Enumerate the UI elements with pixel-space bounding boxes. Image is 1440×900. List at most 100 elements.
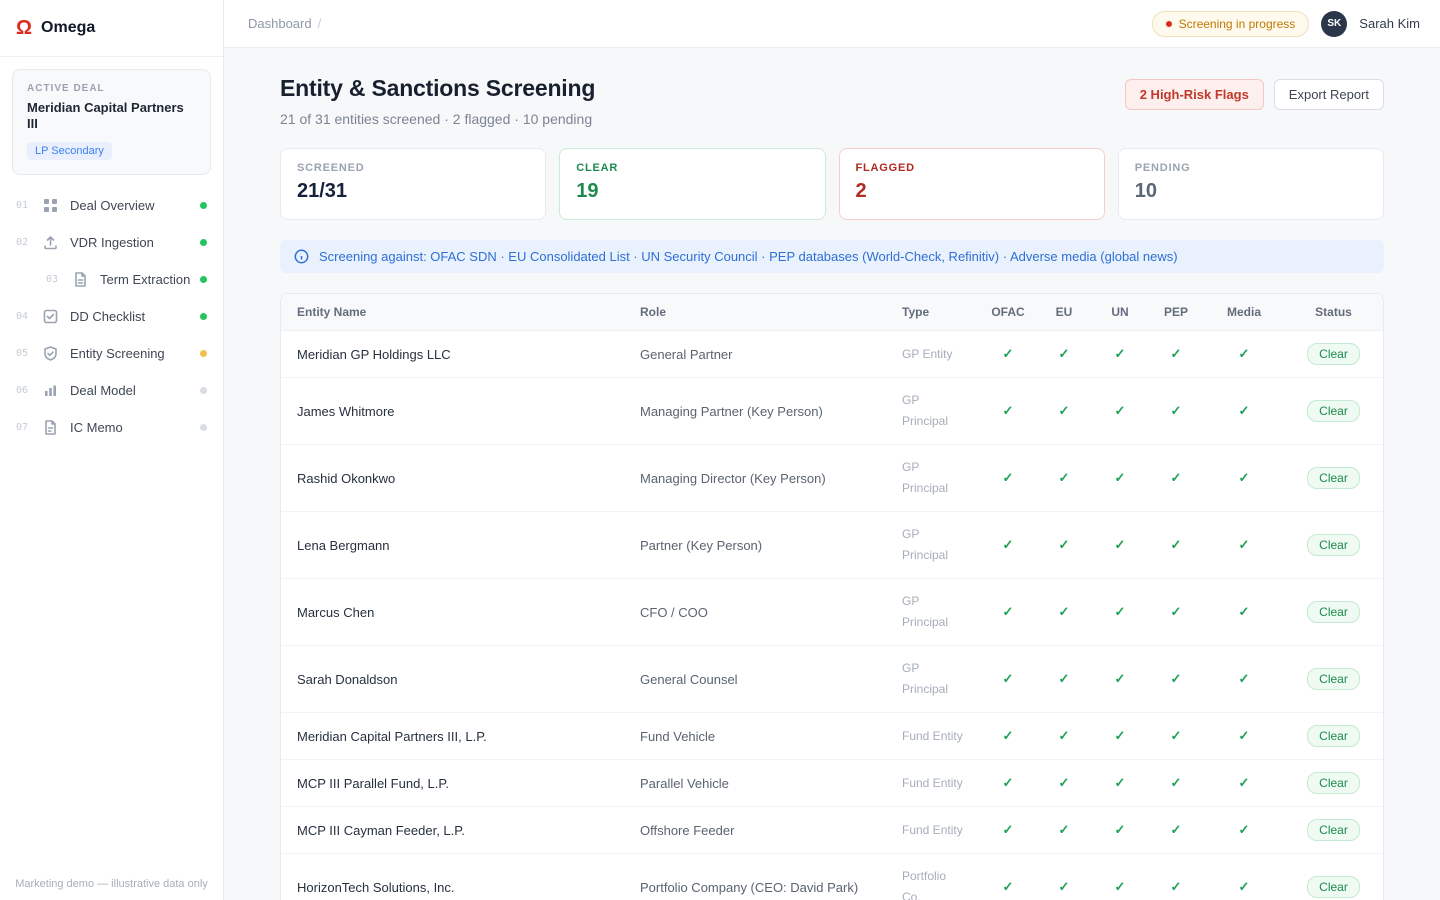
un-check-cell: ✓ (1092, 444, 1148, 512)
media-check-cell: ✓ (1204, 853, 1284, 900)
stat-value: 21/31 (297, 180, 348, 202)
stat-card-pending: PENDING 10 (1117, 148, 1384, 220)
status-badge[interactable]: Clear (1307, 819, 1360, 841)
ofac-check-cell: ✓ (980, 578, 1036, 646)
nav-label: Deal Model (70, 382, 136, 398)
export-report-button[interactable]: Export Report (1273, 79, 1384, 110)
col-type: Type (902, 294, 980, 331)
check-icon: ✓ (1114, 470, 1126, 485)
check-icon: ✓ (1238, 470, 1250, 485)
nav-label: VDR Ingestion (70, 234, 154, 250)
col-entity-name: Entity Name (281, 294, 640, 331)
check-icon: ✓ (1058, 346, 1070, 361)
status-badge[interactable]: Clear (1307, 725, 1360, 747)
sidebar-item-term-extraction[interactable]: 03 Term Extraction (0, 261, 223, 298)
status-cell: Clear (1284, 511, 1383, 579)
check-icon: ✓ (1170, 537, 1182, 552)
ofac-check-cell: ✓ (980, 331, 1036, 378)
check-icon: ✓ (1170, 822, 1182, 837)
role-cell: Offshore Feeder (640, 806, 902, 854)
check-icon: ✓ (1238, 879, 1250, 894)
role-cell: Managing Director (Key Person) (640, 444, 902, 512)
media-check-cell: ✓ (1204, 511, 1284, 579)
type-cell: GP Principal (902, 444, 980, 512)
demo-disclaimer: Marketing demo — illustrative data only (15, 878, 208, 890)
table-row[interactable]: Meridian GP Holdings LLC General Partner G… (281, 331, 1383, 378)
status-cell: Clear (1284, 712, 1383, 760)
sidebar-item-deal-model[interactable]: 06 Deal Model (0, 372, 223, 409)
status-badge[interactable]: Clear (1307, 534, 1360, 556)
check-icon: ✓ (1114, 671, 1126, 686)
breadcrumb-dashboard[interactable]: Dashboard (248, 16, 312, 31)
check-icon: ✓ (1002, 470, 1014, 485)
sidebar-nav: 01 Deal Overview 02 VDR Ingestion 03 Ter… (0, 187, 223, 446)
ofac-check-cell: ✓ (980, 511, 1036, 579)
col-eu: EU (1036, 294, 1092, 331)
pep-check-cell: ✓ (1148, 806, 1204, 854)
nav-step-number: 04 (16, 310, 29, 322)
sidebar-item-ic-memo[interactable]: 07 IC Memo (0, 409, 223, 446)
check-icon: ✓ (1114, 403, 1126, 418)
stat-cards: SCREENED 21/31 CLEAR 19 FLAGGED 2 PENDIN… (280, 148, 1384, 220)
stat-label: FLAGGED (855, 162, 915, 174)
entity-name-cell: HorizonTech Solutions, Inc. (281, 853, 640, 900)
media-check-cell: ✓ (1204, 331, 1284, 378)
checkbox-icon (42, 308, 59, 325)
check-icon: ✓ (1002, 728, 1014, 743)
role-cell: General Counsel (640, 645, 902, 713)
check-icon: ✓ (1170, 879, 1182, 894)
media-check-cell: ✓ (1204, 712, 1284, 760)
status-badge[interactable]: Clear (1307, 772, 1360, 794)
check-icon: ✓ (1058, 403, 1070, 418)
nav-step-number: 02 (16, 236, 29, 248)
table-row[interactable]: Rashid Okonkwo Managing Director (Key Per… (281, 444, 1383, 512)
col-un: UN (1092, 294, 1148, 331)
table-row[interactable]: Meridian Capital Partners III, L.P. Fund … (281, 712, 1383, 760)
type-cell: GP Principal (902, 377, 980, 445)
status-badge[interactable]: Clear (1307, 400, 1360, 422)
table-row[interactable]: James Whitmore Managing Partner (Key Pers… (281, 377, 1383, 445)
status-dot (200, 238, 207, 246)
bar-chart-icon (42, 382, 59, 399)
status-badge[interactable]: Clear (1307, 343, 1360, 365)
ofac-check-cell: ✓ (980, 759, 1036, 807)
check-icon: ✓ (1238, 671, 1250, 686)
check-icon: ✓ (1058, 822, 1070, 837)
table-row[interactable]: MCP III Cayman Feeder, L.P. Offshore Feed… (281, 806, 1383, 854)
content: Entity & Sanctions Screening 21 of 31 en… (224, 48, 1440, 900)
sidebar-item-vdr-ingestion[interactable]: 02 VDR Ingestion (0, 224, 223, 261)
role-cell: Partner (Key Person) (640, 511, 902, 579)
table-row[interactable]: HorizonTech Solutions, Inc. Portfolio Com… (281, 853, 1383, 900)
sidebar-item-entity-screening[interactable]: 05 Entity Screening (0, 335, 223, 372)
check-icon: ✓ (1170, 604, 1182, 619)
high-risk-flags-button[interactable]: 2 High-Risk Flags (1124, 79, 1264, 110)
status-badge[interactable]: Clear (1307, 876, 1360, 898)
entity-name-cell: Sarah Donaldson (281, 645, 640, 713)
screening-sources-banner: Screening against: OFAC SDN · EU Consoli… (280, 240, 1384, 273)
status-badge[interactable]: Clear (1307, 601, 1360, 623)
topbar: Dashboard / Screening in progress SK Sara… (224, 0, 1440, 48)
sidebar-item-deal-overview[interactable]: 01 Deal Overview (0, 187, 223, 224)
ofac-check-cell: ✓ (980, 712, 1036, 760)
active-deal-card: ACTIVE DEAL Meridian Capital Partners II… (12, 69, 211, 175)
check-icon: ✓ (1002, 403, 1014, 418)
status-badge[interactable]: Clear (1307, 467, 1360, 489)
table-row[interactable]: MCP III Parallel Fund, L.P. Parallel Vehi… (281, 759, 1383, 807)
table-row[interactable]: Lena Bergmann Partner (Key Person) GP Prin… (281, 511, 1383, 579)
ofac-check-cell: ✓ (980, 444, 1036, 512)
status-cell: Clear (1284, 759, 1383, 807)
status-badge[interactable]: Clear (1307, 668, 1360, 690)
avatar[interactable]: SK (1321, 10, 1348, 37)
sidebar-item-dd-checklist[interactable]: 04 DD Checklist (0, 298, 223, 335)
table-row[interactable]: Sarah Donaldson General Counsel GP Princip… (281, 645, 1383, 713)
check-icon: ✓ (1002, 537, 1014, 552)
entity-name-cell: Meridian Capital Partners III, L.P. (281, 712, 640, 760)
media-check-cell: ✓ (1204, 444, 1284, 512)
table-row[interactable]: Marcus Chen CFO / COO GP Principal ✓ ✓ ✓ ✓ ✓ Cle… (281, 578, 1383, 646)
status-cell: Clear (1284, 578, 1383, 646)
header-actions: 2 High-Risk Flags Export Report (1124, 79, 1384, 110)
status-dot (200, 312, 207, 320)
pep-check-cell: ✓ (1148, 511, 1204, 579)
check-icon: ✓ (1058, 775, 1070, 790)
stat-value: 2 (855, 180, 867, 202)
